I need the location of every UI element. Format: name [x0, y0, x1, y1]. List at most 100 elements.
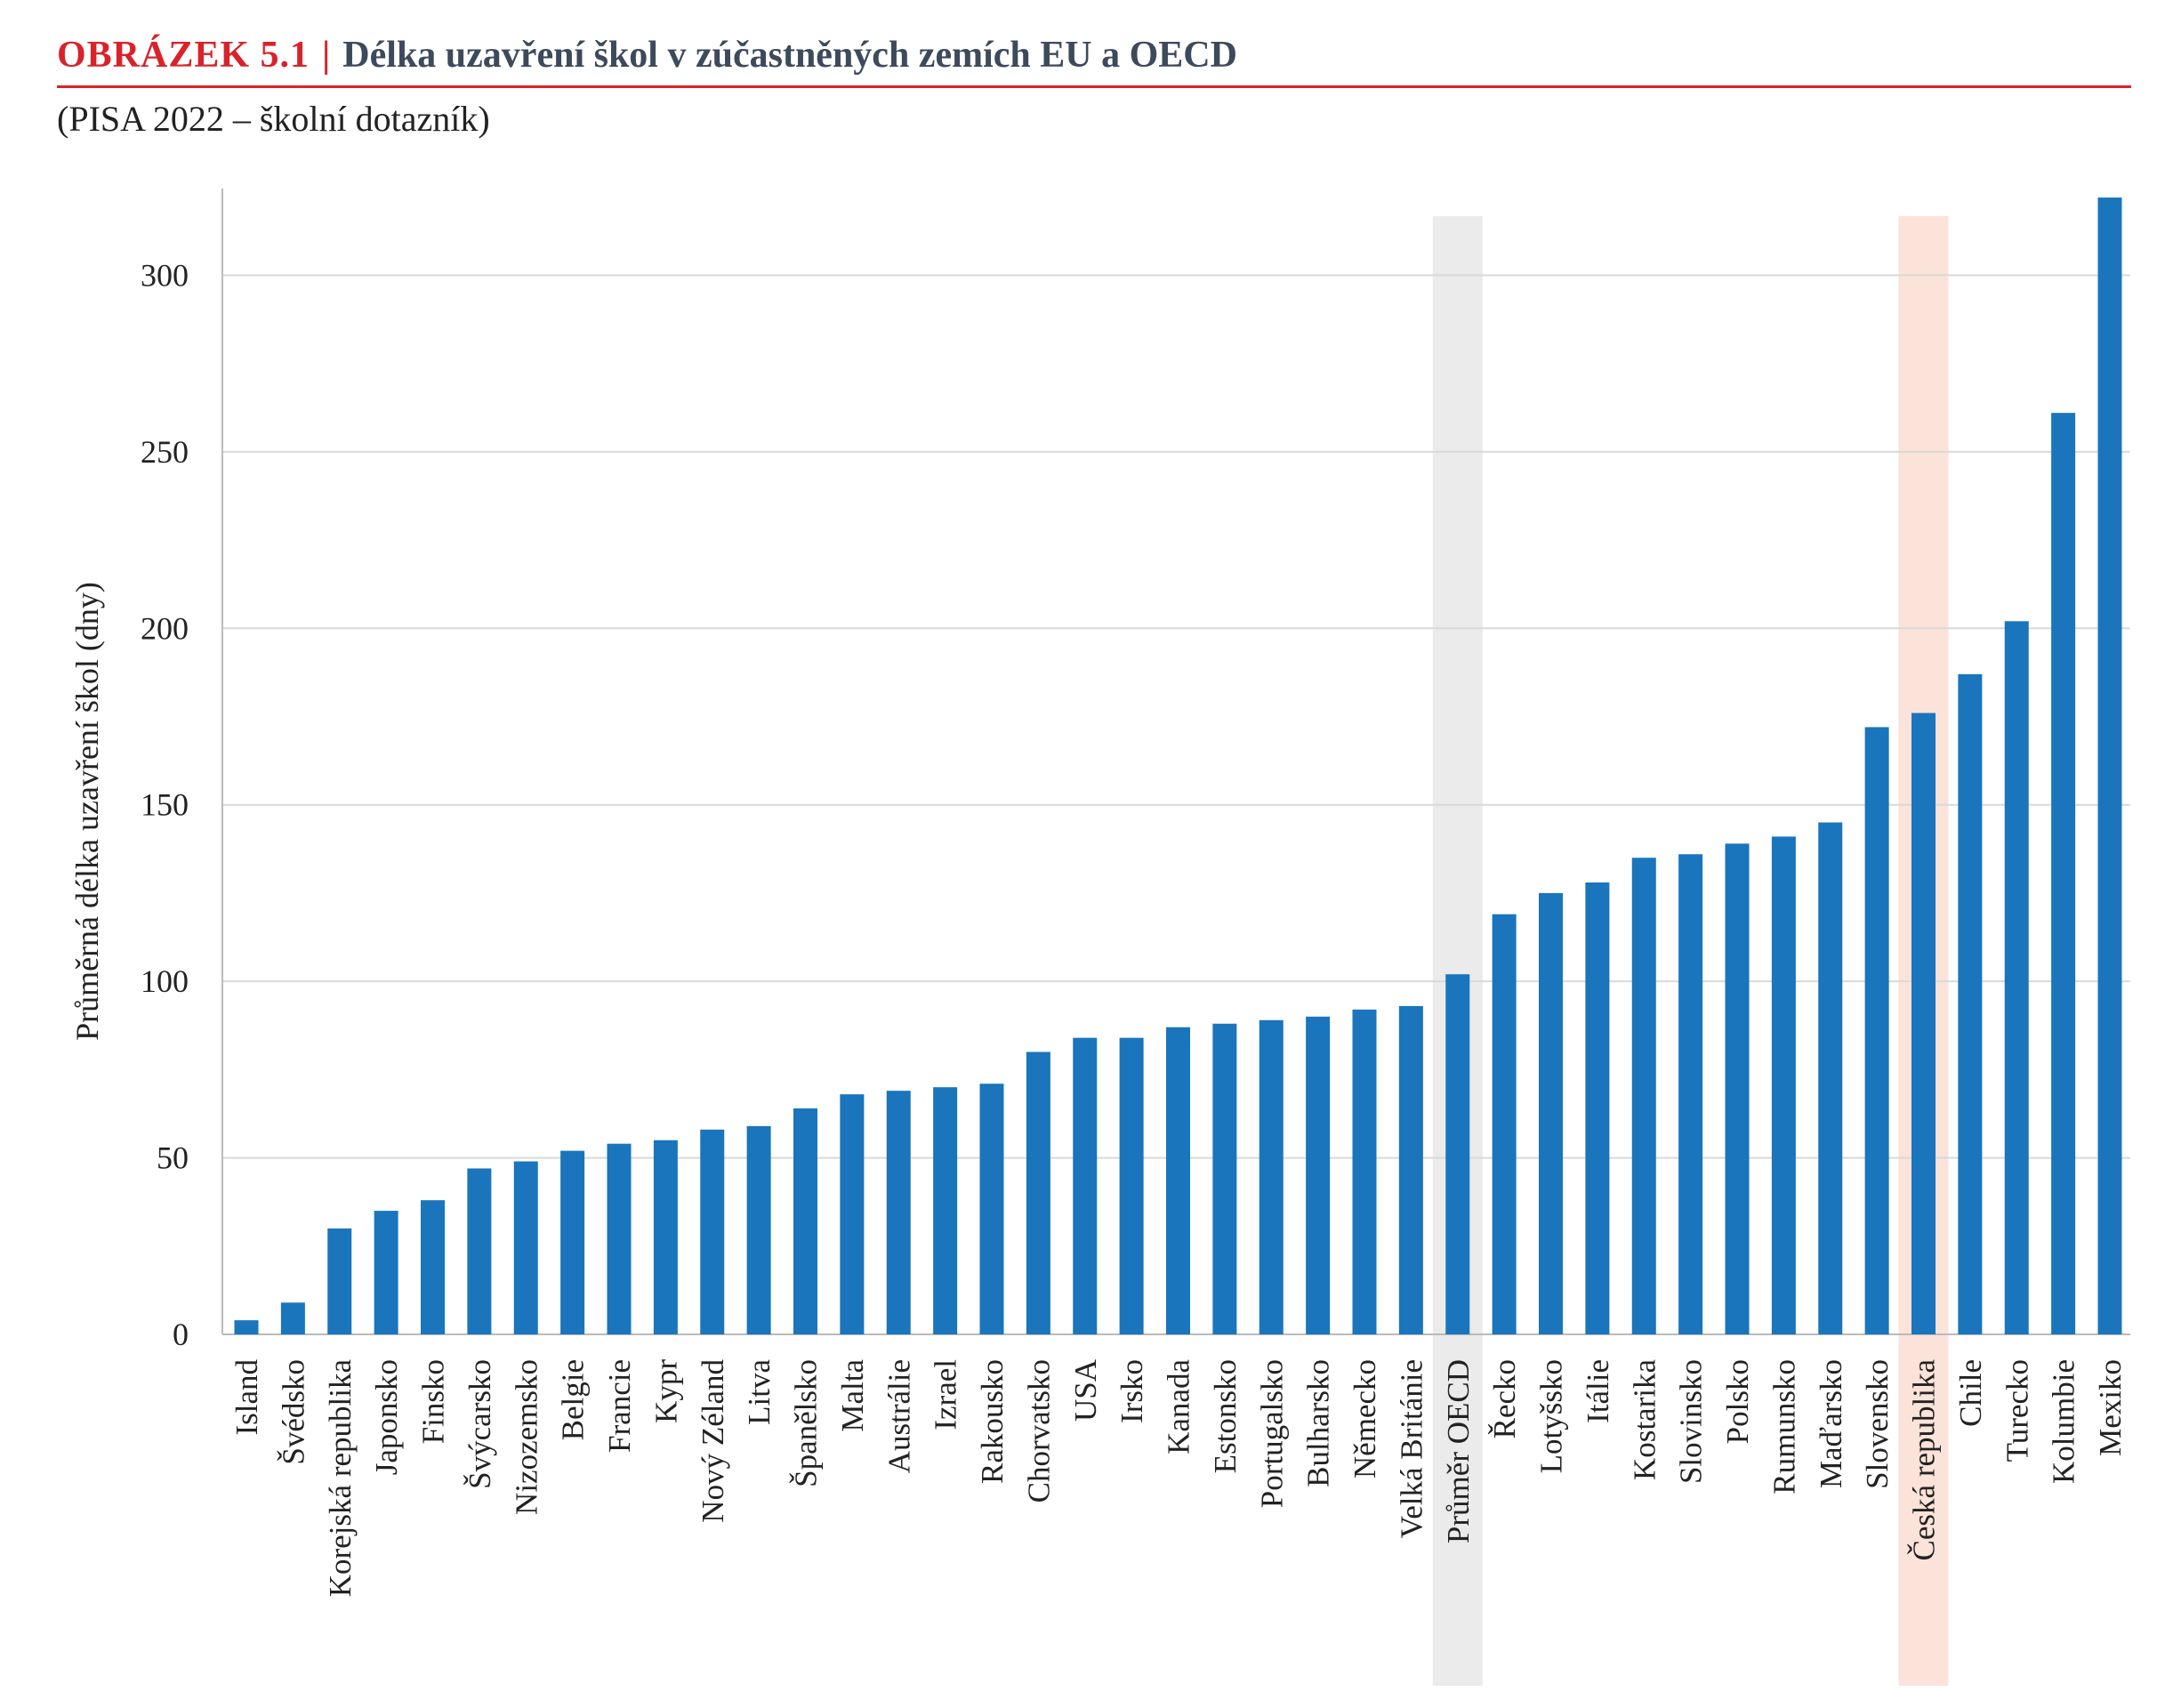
x-label-malta: Malta [835, 1359, 870, 1432]
bar-usa [1073, 1037, 1098, 1334]
bar-rakousko [979, 1084, 1004, 1334]
x-label-svycarsko: Švýcarsko [463, 1359, 497, 1489]
header-rule [57, 85, 2131, 88]
bar-litva [746, 1125, 771, 1334]
x-label-kolumbie: Kolumbie [2047, 1359, 2081, 1484]
bar-polsko [1725, 843, 1750, 1334]
x-label-island: Island [229, 1359, 264, 1436]
bar-izrael [933, 1087, 958, 1334]
bar-chile [1958, 673, 1983, 1334]
x-label-francie: Francie [602, 1359, 637, 1453]
x-label-irsko: Irsko [1115, 1359, 1149, 1423]
y-tick-label-100: 100 [141, 963, 189, 999]
x-label-lotyssko: Lotyšsko [1534, 1359, 1569, 1473]
figure-label: OBRÁZEK 5.1 [57, 35, 310, 76]
bar-ceska-republika [1911, 713, 1936, 1334]
x-label-belgie: Belgie [556, 1359, 591, 1440]
x-label-litva: Litva [742, 1359, 777, 1425]
bar-slovensko [1864, 727, 1889, 1334]
x-label-velka-britanie: Velká Británie [1394, 1359, 1429, 1538]
x-label-estonsko: Estonsko [1208, 1359, 1243, 1473]
x-label-rumunsko: Rumunsko [1767, 1359, 1801, 1494]
x-label-spanelsko: Španělsko [789, 1359, 824, 1487]
x-label-finsko: Finsko [416, 1359, 451, 1444]
bar-svedsko [280, 1302, 305, 1334]
bar-portugalsko [1259, 1019, 1284, 1334]
bar-malta [840, 1094, 865, 1334]
bar-prumer-oecd [1445, 974, 1470, 1334]
bar-svycarsko [467, 1168, 492, 1334]
x-label-usa: USA [1068, 1358, 1103, 1422]
bar-japonsko [374, 1211, 398, 1334]
figure-title: Délka uzavření škol v zúčastněných zemíc… [342, 35, 1237, 76]
x-label-rakousko: Rakousko [975, 1359, 1010, 1484]
bar-kolumbie [2051, 413, 2076, 1334]
x-label-nizozemsko: Nizozemsko [509, 1359, 543, 1515]
x-label-chile: Chile [1953, 1359, 1988, 1427]
x-label-izrael: Izrael [929, 1359, 963, 1430]
bar-island [234, 1320, 259, 1334]
x-label-nemecko: Německo [1348, 1359, 1382, 1478]
bars [234, 197, 2122, 1334]
bar-slovinsko [1678, 854, 1703, 1334]
x-label-madarsko: Maďarsko [1814, 1359, 1848, 1488]
x-label-mexiko: Mexiko [2093, 1359, 2128, 1456]
x-label-kanada: Kanada [1162, 1359, 1196, 1454]
bar-francie [607, 1143, 632, 1334]
bar-finsko [421, 1200, 445, 1334]
y-tick-label-150: 150 [141, 787, 189, 823]
bar-korejska-republika [327, 1228, 352, 1334]
y-tick-label-50: 50 [157, 1140, 189, 1176]
bar-irsko [1119, 1037, 1144, 1334]
x-label-chorvatsko: Chorvatsko [1021, 1359, 1056, 1503]
bar-kypr [653, 1140, 678, 1334]
bar-estonsko [1212, 1023, 1237, 1334]
y-axis-title: Průměrná délka uzavření škol (dny) [69, 582, 105, 1041]
y-tick-label-250: 250 [141, 434, 189, 470]
y-tick-label-300: 300 [141, 257, 189, 293]
gridlines [222, 274, 2130, 1159]
highlight-band-prumer-oecd [1432, 216, 1483, 1686]
bar-nemecko [1352, 1009, 1377, 1334]
bar-kostarika [1631, 858, 1656, 1334]
bar-lotyssko [1539, 892, 1563, 1334]
figure-separator: | [322, 35, 331, 76]
x-label-svedsko: Švédsko [276, 1359, 310, 1465]
bar-nizozemsko [513, 1161, 538, 1334]
bar-mexiko [2097, 197, 2122, 1334]
bar-recko [1492, 914, 1517, 1334]
bar-madarsko [1818, 822, 1843, 1334]
x-label-australie: Austrálie [881, 1359, 916, 1473]
x-label-polsko: Polsko [1720, 1359, 1755, 1444]
x-label-kypr: Kypr [648, 1359, 683, 1423]
y-tick-label-0: 0 [173, 1317, 189, 1352]
x-label-japonsko: Japonsko [369, 1359, 404, 1475]
bar-kanada [1166, 1027, 1190, 1334]
x-label-recko: Řecko [1487, 1359, 1522, 1438]
x-label-kostarika: Kostarika [1627, 1359, 1662, 1481]
x-label-portugalsko: Portugalsko [1254, 1359, 1289, 1508]
x-label-bulharsko: Bulharsko [1301, 1359, 1336, 1487]
figure-header: OBRÁZEK 5.1 | Délka uzavření škol v zúčast… [57, 34, 1237, 77]
x-label-korejska-republika: Korejská republika [323, 1359, 358, 1598]
x-label-prumer-oecd: Průměr OECD [1441, 1359, 1476, 1543]
bar-australie [886, 1091, 911, 1334]
x-label-turecko: Turecko [2000, 1359, 2034, 1462]
category-labels: Island Švédsko Korejská republika Japonsko F… [229, 1358, 2128, 1597]
bar-rumunsko [1771, 836, 1796, 1334]
bar-turecko [2004, 621, 2029, 1334]
y-tick-label-200: 200 [141, 610, 189, 646]
x-label-slovensko: Slovensko [1860, 1359, 1895, 1489]
bar-spanelsko [793, 1108, 817, 1334]
bar-novy-zeland [700, 1129, 725, 1334]
bar-bulharsko [1306, 1016, 1331, 1334]
highlight-bands [1432, 216, 1949, 1686]
bar-chorvatsko [1026, 1051, 1050, 1334]
bar-italie [1585, 882, 1610, 1334]
x-label-novy-zeland: Nový Zéland [696, 1359, 730, 1523]
bar-belgie [560, 1150, 585, 1334]
figure-subtitle: (PISA 2022 – školní dotazník) [57, 99, 490, 139]
x-label-ceska-republika: Česká republika [1906, 1359, 1942, 1561]
y-tick-labels: 0 50 100 150 200 250 300 [141, 257, 189, 1352]
